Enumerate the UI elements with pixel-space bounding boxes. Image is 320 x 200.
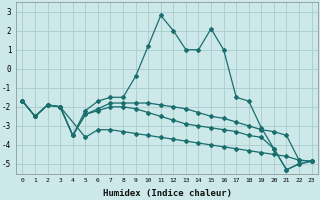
X-axis label: Humidex (Indice chaleur): Humidex (Indice chaleur) (102, 189, 232, 198)
